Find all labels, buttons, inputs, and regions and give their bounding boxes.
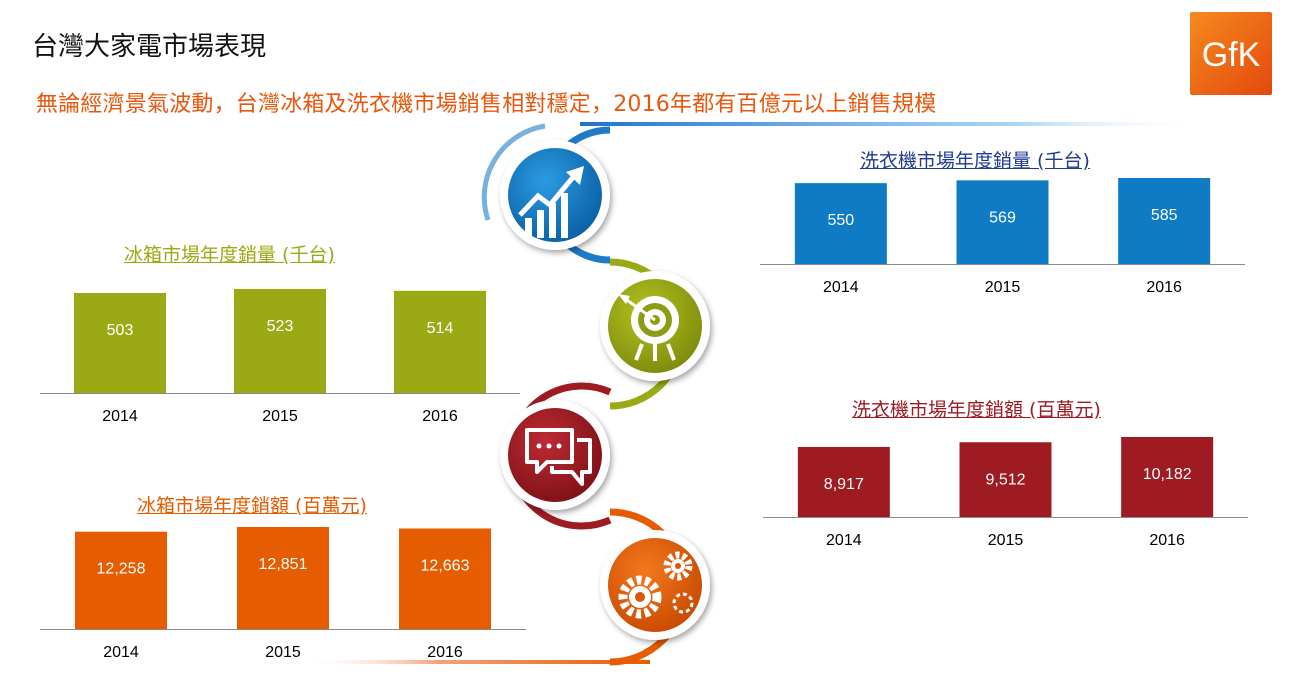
fridge-revenue-title: 冰箱市場年度銷額 (百萬元): [137, 495, 367, 517]
target-icon: [618, 294, 679, 361]
bar-value-label: 503: [107, 322, 134, 339]
bar-value-label: 8,917: [824, 476, 864, 493]
gears-icon: [618, 551, 694, 619]
bar-value-label: 550: [827, 212, 854, 229]
washer-revenue-chart: 8,917 2014 9,512 2015 10,182 2016: [763, 437, 1248, 549]
bar-2015: [237, 527, 329, 629]
bar-value-label: 523: [267, 318, 294, 335]
x-tick-label: 2015: [988, 532, 1024, 549]
bar-value-label: 12,258: [97, 561, 146, 578]
bar-2016: [394, 290, 486, 393]
x-tick-label: 2016: [422, 408, 458, 425]
logo-text: GfK: [1202, 36, 1261, 74]
x-tick-label: 2016: [427, 644, 463, 661]
growth-chart-icon: [518, 166, 584, 238]
footer-accent-line: [300, 660, 650, 664]
header-accent-line: [580, 122, 1200, 126]
x-tick-label: 2016: [1146, 279, 1182, 296]
bar-value-label: 514: [427, 320, 454, 337]
bar-value-label: 12,663: [421, 557, 470, 574]
x-tick-label: 2014: [102, 408, 138, 425]
x-tick-label: 2014: [823, 279, 859, 296]
x-tick-label: 2015: [262, 408, 298, 425]
washer-units-chart: 550 2014 569 2015 585 2016: [760, 178, 1245, 296]
x-tick-label: 2014: [826, 532, 862, 549]
chat-bubbles-icon: [525, 428, 592, 486]
stage-blue: [481, 123, 611, 264]
bar-2015: [956, 180, 1049, 264]
page-subtitle: 無論經濟景氣波動，台灣冰箱及洗衣機市場銷售相對穩定，2016年都有百億元以上銷售…: [36, 92, 937, 117]
stage-red: [500, 382, 612, 530]
bar-2015: [959, 442, 1052, 517]
x-tick-label: 2015: [985, 279, 1021, 296]
page-title: 台灣大家電市場表現: [32, 32, 267, 62]
washer-revenue-title: 洗衣機市場年度銷額 (百萬元): [852, 399, 1101, 421]
bar-2016: [1118, 178, 1211, 264]
bar-2016: [1121, 437, 1214, 517]
stage-orange: [600, 508, 710, 666]
bar-value-label: 585: [1151, 207, 1178, 224]
x-tick-label: 2016: [1149, 532, 1185, 549]
x-tick-label: 2014: [103, 644, 139, 661]
stage-green: [600, 258, 710, 410]
bar-2014: [74, 292, 166, 393]
fridge-units-chart: 503 2014 523 2015 514 2016: [40, 289, 520, 425]
bar-2014: [75, 531, 167, 629]
bar-value-label: 9,512: [985, 471, 1025, 488]
bar-2015: [234, 289, 326, 393]
gfk-logo: GfK: [1190, 12, 1272, 95]
x-tick-label: 2015: [265, 644, 301, 661]
bar-2016: [399, 528, 491, 629]
fridge-units-title: 冰箱市場年度銷量 (千台): [124, 244, 335, 266]
fridge-revenue-chart: 12,258 2014 12,851 2015 12,663 2016: [40, 527, 526, 661]
washer-units-title: 洗衣機市場年度銷量 (千台): [860, 150, 1090, 172]
bar-2014: [797, 446, 890, 517]
bar-value-label: 10,182: [1143, 466, 1192, 483]
bar-value-label: 569: [989, 209, 1016, 226]
bar-value-label: 12,851: [259, 556, 308, 573]
bar-2014: [794, 183, 887, 264]
